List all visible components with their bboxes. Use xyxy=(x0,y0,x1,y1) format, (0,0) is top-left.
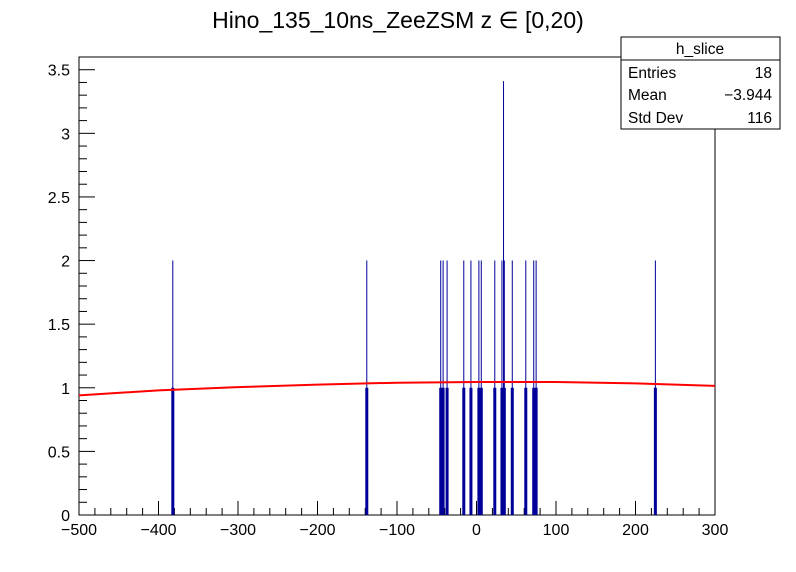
x-tick-label: 200 xyxy=(622,522,649,539)
histogram-bars xyxy=(171,81,657,515)
x-tick-label: −300 xyxy=(220,522,256,539)
stats-entries-label: Entries xyxy=(628,65,676,82)
histogram-bar xyxy=(445,387,449,515)
y-tick-label: 0.5 xyxy=(48,444,70,461)
histogram-bar xyxy=(171,387,175,515)
x-tick-label: 0 xyxy=(472,522,481,539)
chart-title: Hino_135_10ns_ZeeZSM z ∈ [0,20) xyxy=(212,7,584,33)
x-tick-label: 300 xyxy=(702,522,729,539)
stats-mean-label: Mean xyxy=(628,87,667,104)
x-tick-label: −400 xyxy=(140,522,176,539)
stats-stddev-label: Std Dev xyxy=(628,110,683,127)
stats-stddev-value: 116 xyxy=(747,110,772,127)
y-tick-label: 1 xyxy=(61,381,70,398)
histogram-bar xyxy=(477,387,481,515)
y-tick-label: 0 xyxy=(61,508,70,525)
histogram-bar xyxy=(469,387,473,515)
stats-box: h_slice Entries 18 Mean −3.944 Std Dev 1… xyxy=(620,36,781,130)
histogram-bar xyxy=(365,387,369,515)
x-axis: −500 −400 −300 −200 −100 0 100 200 300 xyxy=(61,501,728,539)
y-tick-label: 2.5 xyxy=(48,190,70,207)
histogram-bar xyxy=(439,387,443,515)
x-tick-label: −200 xyxy=(299,522,335,539)
histogram-bar xyxy=(510,387,514,515)
histogram-bar xyxy=(479,387,483,515)
x-tick-label: −500 xyxy=(61,522,97,539)
plot-area: −500 −400 −300 −200 −100 0 100 200 300 0 0.5 1 1.5 2… xyxy=(48,56,728,539)
stats-box-frame xyxy=(620,36,781,130)
histogram-bar xyxy=(653,387,657,515)
stats-entries-value: 18 xyxy=(755,65,772,82)
y-tick-label: 3 xyxy=(61,126,70,143)
plot-frame xyxy=(78,56,716,516)
histogram-bar xyxy=(493,387,497,515)
x-tick-label: 100 xyxy=(543,522,570,539)
stats-mean-value: −3.944 xyxy=(724,87,772,104)
y-tick-label: 2 xyxy=(61,254,70,271)
histogram-bar xyxy=(441,387,445,515)
histogram-bar xyxy=(532,387,536,515)
fit-curve xyxy=(78,381,716,397)
histogram-bar xyxy=(502,387,506,515)
histogram-bar xyxy=(500,387,504,515)
histogram-bar xyxy=(534,387,538,515)
y-tick-label: 1.5 xyxy=(48,317,70,334)
y-axis: 0 0.5 1 1.5 2 2.5 3 3.5 xyxy=(48,56,95,525)
y-tick-label: 3.5 xyxy=(48,63,70,80)
histogram-bar xyxy=(462,387,466,515)
x-tick-label: −100 xyxy=(379,522,415,539)
histogram-bar xyxy=(524,387,528,515)
stats-title: h_slice xyxy=(676,41,724,58)
